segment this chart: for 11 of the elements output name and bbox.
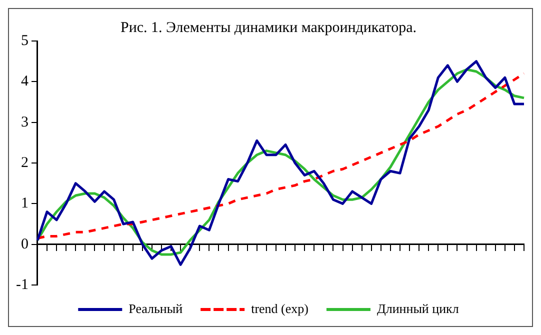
legend-label: trend (exp) — [251, 300, 308, 316]
legend-label: Реальный — [128, 300, 183, 316]
chart-title: Рис. 1. Элементы динамики макроиндикатора. — [120, 20, 417, 36]
y-tick-label: 3 — [20, 114, 28, 130]
y-tick-label: 2 — [20, 154, 28, 171]
y-tick-label: 5 — [20, 32, 28, 49]
y-tick-label: 1 — [20, 196, 28, 212]
y-tick-label: 0 — [20, 236, 28, 252]
legend-label: Длинный цикл — [376, 300, 460, 316]
y-tick-label: 4 — [20, 74, 29, 90]
y-tick-label: -1 — [16, 276, 28, 293]
